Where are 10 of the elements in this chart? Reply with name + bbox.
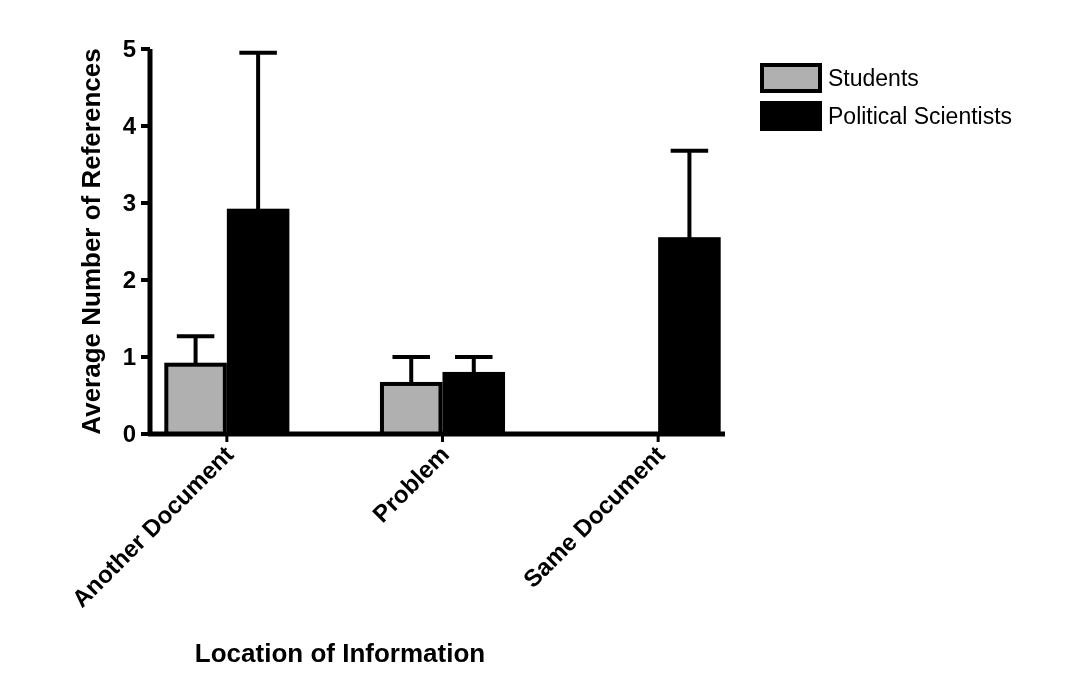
x-axis-title: Location of Information — [194, 638, 486, 668]
y-tick-label: 5 — [122, 35, 136, 63]
y-tick-label: 3 — [122, 189, 136, 217]
y-tick-label: 0 — [122, 420, 136, 448]
legend-label: Students — [828, 65, 919, 92]
y-axis-title: Average Number of References — [76, 48, 106, 435]
y-tick-label: 1 — [122, 343, 136, 371]
y-tick-label: 4 — [122, 112, 137, 140]
legend-label: Political Scientists — [828, 103, 1013, 130]
y-tick-label: 2 — [122, 266, 136, 294]
